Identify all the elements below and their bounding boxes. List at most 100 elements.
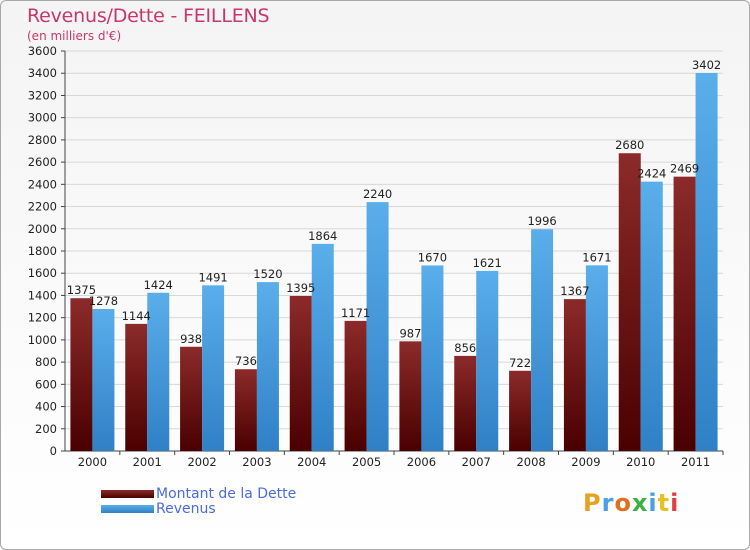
logo-letter: o	[614, 489, 632, 517]
y-tick-label: 600	[35, 377, 57, 391]
data-label-revenus: 1864	[308, 229, 337, 243]
data-label-revenus: 2240	[363, 187, 392, 201]
x-tick-label: 2005	[352, 455, 381, 469]
x-tick-label: 2000	[78, 455, 107, 469]
y-tick-label: 3400	[28, 66, 57, 80]
proxiti-logo: Proxiti	[583, 489, 679, 517]
bar-revenus	[476, 270, 499, 451]
legend-swatch-dette	[101, 490, 154, 498]
y-tick-label: 200	[35, 422, 57, 436]
data-label-revenus: 1621	[473, 256, 502, 270]
bar-revenus	[695, 73, 718, 451]
data-label-dette: 1375	[67, 283, 96, 297]
logo-letter: x	[631, 489, 649, 517]
x-tick-label: 2004	[297, 455, 326, 469]
x-tick-label: 2010	[626, 455, 655, 469]
y-tick-label: 1400	[28, 288, 57, 302]
bar-revenus	[311, 243, 334, 451]
bar-revenus	[531, 229, 554, 451]
data-label-dette: 1171	[341, 306, 370, 320]
x-tick-label: 2007	[462, 455, 491, 469]
bar-revenus	[202, 285, 225, 451]
data-label-dette: 856	[454, 341, 476, 355]
bar-dette	[289, 296, 312, 451]
data-label-dette: 2469	[670, 162, 699, 176]
data-label-dette: 1367	[560, 284, 589, 298]
y-tick-label: 1200	[28, 311, 57, 325]
y-tick-label: 2800	[28, 133, 57, 147]
bar-revenus	[92, 309, 115, 451]
legend-swatch-revenus	[101, 505, 154, 513]
x-tick-label: 2008	[516, 455, 545, 469]
logo-letter: t	[657, 489, 671, 517]
y-tick-label: 2200	[28, 200, 57, 214]
data-label-dette: 938	[180, 332, 202, 346]
bar-dette	[563, 299, 586, 451]
y-tick-label: 2000	[28, 222, 57, 236]
data-label-revenus: 3402	[692, 58, 721, 72]
bar-revenus	[640, 181, 663, 451]
x-tick-label: 2006	[407, 455, 436, 469]
bars	[70, 73, 718, 451]
data-label-dette: 722	[509, 356, 531, 370]
bar-dette	[234, 369, 257, 451]
bar-revenus	[366, 202, 389, 451]
y-tick-label: 2400	[28, 177, 57, 191]
data-label-revenus: 2424	[637, 167, 666, 181]
bar-dette	[618, 153, 641, 451]
x-tick-label: 2009	[571, 455, 600, 469]
y-tick-label: 0	[50, 444, 57, 458]
logo-letter: i	[648, 489, 658, 517]
x-tick-label: 2003	[242, 455, 271, 469]
bar-revenus	[585, 265, 608, 451]
y-tick-label: 400	[35, 400, 57, 414]
bar-dette	[399, 341, 422, 451]
y-tick-label: 1600	[28, 266, 57, 280]
y-tick-label: 3000	[28, 111, 57, 125]
chart-subtitle: (en milliers d'€)	[27, 29, 122, 43]
logo-letter: r	[601, 489, 615, 517]
x-tick-label: 2001	[133, 455, 162, 469]
data-label-revenus: 1996	[527, 214, 556, 228]
y-axis-ticks: 0 200 400 600 800 1000 1200 1400 1600 1800 2000 220…	[28, 44, 723, 458]
grid-lines	[65, 50, 723, 452]
data-label-revenus: 1278	[89, 294, 118, 308]
x-tick-label: 2002	[187, 455, 216, 469]
data-label-dette: 736	[235, 354, 257, 368]
legend-label-revenus: Revenus	[156, 501, 216, 517]
legend-label-dette: Montant de la Dette	[156, 486, 297, 502]
bar-revenus	[147, 292, 170, 451]
logo-letter: P	[583, 489, 602, 517]
data-label-revenus: 1670	[418, 250, 447, 264]
x-axis-ticks: 2000 2001 2002 2003 2004 2005 2006 2007 2008 2009…	[78, 451, 724, 469]
x-tick-label: 2011	[681, 455, 710, 469]
bar-revenus	[421, 265, 444, 451]
data-label-dette: 1395	[286, 281, 315, 295]
y-tick-label: 1800	[28, 244, 57, 258]
bar-dette	[454, 355, 477, 451]
bar-dette	[125, 323, 148, 451]
data-label-dette: 2680	[615, 138, 644, 152]
bar-dette	[180, 346, 203, 451]
bar-revenus	[256, 282, 279, 451]
y-tick-label: 1000	[28, 333, 57, 347]
bar-dette	[673, 176, 696, 451]
data-label-revenus: 1491	[198, 270, 227, 284]
bar-dette	[344, 320, 367, 451]
data-label-dette: 1144	[122, 309, 151, 323]
data-label-revenus: 1424	[144, 278, 173, 292]
y-tick-label: 2600	[28, 155, 57, 169]
data-label-revenus: 1520	[253, 267, 282, 281]
y-tick-label: 800	[35, 355, 57, 369]
data-label-revenus: 1671	[582, 250, 611, 264]
logo-letter: i	[670, 489, 680, 517]
y-tick-label: 3200	[28, 88, 57, 102]
bar-dette	[509, 370, 532, 451]
y-tick-label: 3600	[28, 44, 57, 58]
data-label-dette: 987	[399, 326, 421, 340]
bar-dette	[70, 298, 93, 451]
chart-title: Revenus/Dette - FEILLENS	[27, 5, 270, 27]
